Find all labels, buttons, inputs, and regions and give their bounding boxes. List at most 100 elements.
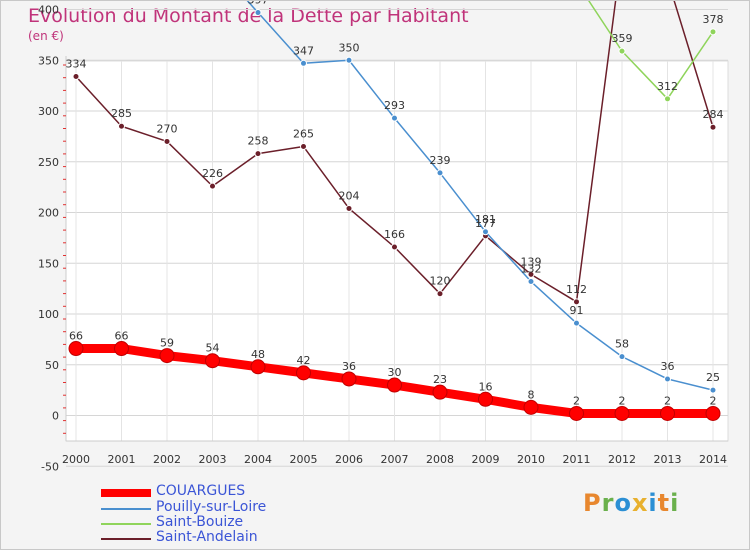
y-tick-label: 300 (38, 105, 59, 118)
data-point-pouilly-sur-loire (664, 375, 671, 383)
x-tick-label: 2001 (108, 453, 136, 466)
data-point-couargues (614, 405, 630, 421)
x-tick-label: 2004 (244, 453, 272, 466)
data-point-pouilly-sur-loire (709, 386, 717, 394)
data-label-couargues: 36 (342, 360, 356, 373)
y-tick-label: 250 (38, 156, 59, 169)
chart-title: Evolution du Montant de la Dette par Hab… (28, 5, 469, 27)
data-label-saint-andelain: 120 (430, 275, 451, 288)
data-label-couargues: 30 (388, 366, 402, 379)
y-tick-label: 200 (38, 207, 59, 220)
y-tick-label: 0 (52, 410, 59, 423)
data-point-pouilly-sur-loire (527, 278, 535, 286)
legend-swatch-couargues (101, 489, 151, 497)
x-tick-label: 2009 (472, 453, 500, 466)
data-point-saint-andelain (527, 270, 535, 278)
data-point-saint-andelain (573, 298, 580, 306)
data-point-couargues (705, 405, 721, 421)
data-label-saint-andelain: 334 (66, 57, 87, 70)
x-tick-label: 2007 (381, 453, 409, 466)
data-point-couargues (387, 377, 402, 393)
data-label-couargues: 42 (297, 354, 311, 367)
x-tick-label: 2005 (290, 453, 318, 466)
data-point-pouilly-sur-loire (573, 319, 580, 327)
y-tick-label: 50 (45, 359, 59, 372)
legend-swatch-saint-bouize (101, 523, 151, 525)
data-label-pouilly-sur-loire: 239 (430, 154, 451, 167)
data-point-pouilly-sur-loire (300, 59, 307, 67)
legend-label-couargues: COUARGUES (156, 483, 246, 499)
legend-swatch-saint-andelain (101, 538, 151, 540)
data-label-couargues: 23 (433, 373, 447, 386)
data-label-saint-andelain: 284 (703, 108, 724, 121)
data-label-saint-bouize: 359 (612, 32, 633, 45)
data-label-couargues: 66 (115, 330, 129, 343)
y-tick-label: -50 (41, 460, 59, 473)
data-label-couargues: 59 (160, 337, 174, 350)
data-label-saint-andelain: 204 (339, 189, 360, 202)
data-label-couargues: 66 (69, 330, 83, 343)
x-tick-label: 2003 (199, 453, 227, 466)
data-point-couargues (205, 353, 220, 369)
data-point-couargues (432, 384, 448, 400)
data-label-pouilly-sur-loire: 58 (615, 338, 629, 351)
y-tick-label: 150 (38, 257, 59, 270)
data-point-pouilly-sur-loire (391, 114, 398, 122)
data-point-saint-andelain (436, 290, 444, 298)
y-tick-label: 400 (38, 4, 59, 17)
x-tick-label: 2014 (699, 453, 727, 466)
data-label-saint-bouize: 312 (657, 80, 678, 93)
data-label-pouilly-sur-loire: 293 (384, 99, 405, 112)
legend-label-saint-andelain: Saint-Andelain (156, 529, 258, 545)
data-label-saint-andelain: 166 (384, 228, 405, 241)
x-tick-label: 2013 (654, 453, 682, 466)
data-point-saint-bouize (618, 47, 626, 55)
data-label-saint-andelain: 226 (202, 167, 223, 180)
data-point-pouilly-sur-loire (618, 353, 626, 361)
data-label-couargues: 2 (664, 394, 671, 407)
series-line-saint-bouize (588, 1, 714, 100)
proxiti-logo: Proxiti (583, 489, 680, 517)
data-point-couargues (250, 359, 266, 375)
x-tick-label: 2010 (517, 453, 545, 466)
data-point-pouilly-sur-loire (345, 56, 353, 64)
data-label-couargues: 54 (206, 342, 220, 355)
data-label-couargues: 2 (573, 394, 580, 407)
data-label-saint-andelain: 177 (475, 217, 496, 230)
data-point-pouilly-sur-loire (254, 9, 262, 17)
data-point-saint-andelain (72, 72, 80, 80)
data-point-saint-andelain (391, 243, 398, 251)
data-label-pouilly-sur-loire: 36 (661, 360, 675, 373)
data-label-couargues: 8 (528, 388, 535, 401)
data-label-pouilly-sur-loire: 347 (293, 44, 314, 57)
data-label-saint-andelain: 285 (111, 107, 132, 120)
data-label-pouilly-sur-loire: 132 (521, 263, 542, 276)
y-tick-label: 100 (38, 308, 59, 321)
data-point-couargues (478, 391, 493, 407)
data-label-couargues: 2 (710, 394, 717, 407)
x-tick-label: 2002 (153, 453, 181, 466)
data-label-saint-bouize: 378 (703, 13, 724, 26)
data-point-pouilly-sur-loire (482, 228, 489, 236)
chart-subtitle: (en €) (28, 29, 64, 43)
data-point-couargues (68, 341, 84, 357)
data-label-saint-andelain: 258 (248, 135, 269, 148)
legend-label-saint-bouize: Saint-Bouize (156, 514, 244, 530)
legend-item-saint-andelain: Saint-Andelain (101, 529, 361, 547)
data-point-saint-andelain (300, 143, 307, 151)
data-point-saint-andelain (709, 123, 717, 131)
legend-item-pouilly: Pouilly-sur-Loire (101, 499, 361, 517)
legend-swatch-pouilly (101, 508, 151, 510)
data-label-pouilly-sur-loire: 91 (570, 304, 584, 317)
data-point-couargues (569, 405, 584, 421)
data-label-pouilly-sur-loire: 350 (339, 41, 360, 54)
legend-item-couargues: COUARGUES (101, 483, 361, 501)
data-point-saint-andelain (345, 204, 353, 212)
data-point-couargues (159, 348, 175, 364)
data-label-couargues: 2 (619, 394, 626, 407)
data-point-saint-bouize (664, 95, 671, 103)
data-point-couargues (523, 399, 539, 415)
legend-label-pouilly: Pouilly-sur-Loire (156, 499, 267, 515)
